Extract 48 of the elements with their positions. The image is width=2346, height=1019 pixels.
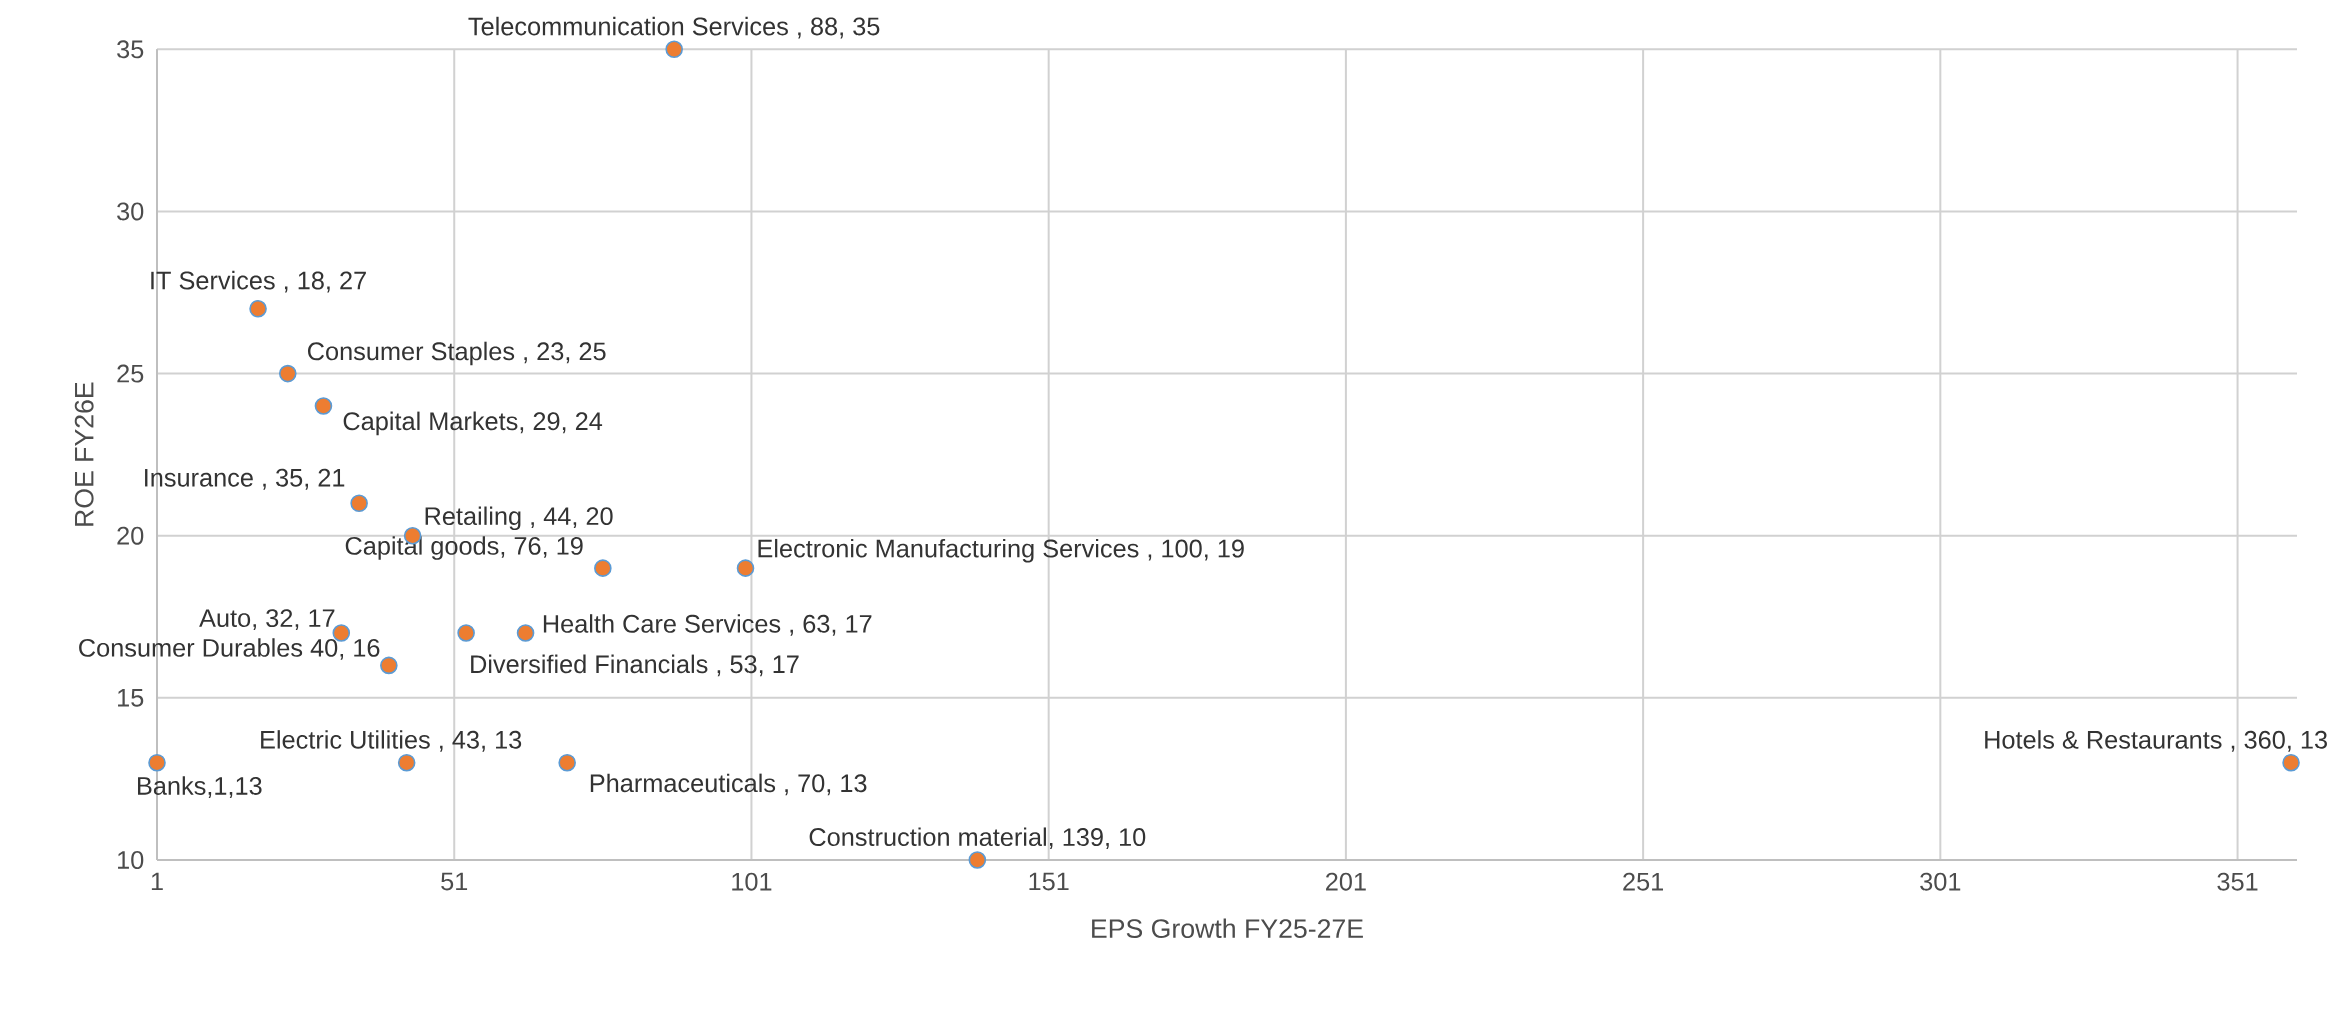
x-tick-label: 151	[1029, 872, 1069, 891]
x-tick-label: 1	[151, 872, 163, 891]
point	[397, 753, 416, 772]
y-axis-title: ROE FY26E	[74, 382, 94, 526]
point	[665, 40, 683, 59]
annotation: IT Services , 18, 27	[151, 270, 366, 293]
y-tick-label: 20	[117, 526, 144, 545]
point	[380, 656, 398, 675]
annotation: Consumer Durables 40, 16	[79, 638, 380, 660]
x-tick-label: 201	[1326, 872, 1366, 891]
point	[457, 624, 475, 642]
annotation: Insurance , 35, 21	[145, 468, 345, 490]
point	[736, 559, 755, 577]
point	[2282, 753, 2300, 772]
point	[314, 397, 333, 415]
y-tick-label: 25	[117, 364, 144, 383]
annotation: Banks,1,13	[138, 776, 262, 798]
annotation: Pharmaceuticals , 70, 13	[590, 773, 867, 796]
point	[148, 753, 166, 772]
annotation: Diversified Financials , 53, 17	[471, 654, 799, 677]
annotation: Hotels & Restaurants , 360, 13	[1985, 730, 2327, 752]
point	[558, 753, 576, 772]
x-tick-label: 351	[2217, 872, 2258, 891]
y-tick-label: 35	[117, 40, 144, 59]
annotation: Telecommunication Services , 88, 35	[468, 16, 880, 39]
annotation: Consumer Staples , 23, 25	[307, 341, 606, 366]
point	[350, 494, 368, 513]
x-axis-title: EPS Growth FY25-27E	[1092, 918, 1363, 939]
y-tick-label: 15	[118, 689, 144, 707]
annotation: Construction material, 139, 10	[809, 827, 1146, 850]
point	[278, 364, 297, 383]
annotation: Electric Utilities , 43, 13	[261, 730, 522, 752]
y-tick-label: 30	[117, 202, 144, 221]
annotation: Health Care Services , 63, 17	[543, 614, 872, 636]
annotation: Capital goods, 76, 19	[345, 536, 583, 560]
x-tick-label: 301	[1920, 872, 1961, 891]
point	[594, 559, 612, 577]
annotation: Retailing , 44, 20	[425, 506, 613, 531]
x-tick-label: 101	[732, 872, 772, 891]
annotation: Electronic Manufacturing Services , 100, 19	[758, 538, 1244, 563]
annotation: Capital Markets, 29, 24	[343, 411, 603, 436]
x-tick-label: 51	[441, 872, 468, 891]
annotation: Auto, 32, 17	[199, 609, 335, 631]
y-tick-label: 10	[118, 851, 144, 869]
point	[516, 624, 535, 642]
x-tick-label: 251	[1623, 872, 1663, 891]
point	[249, 299, 267, 318]
point	[968, 851, 987, 869]
